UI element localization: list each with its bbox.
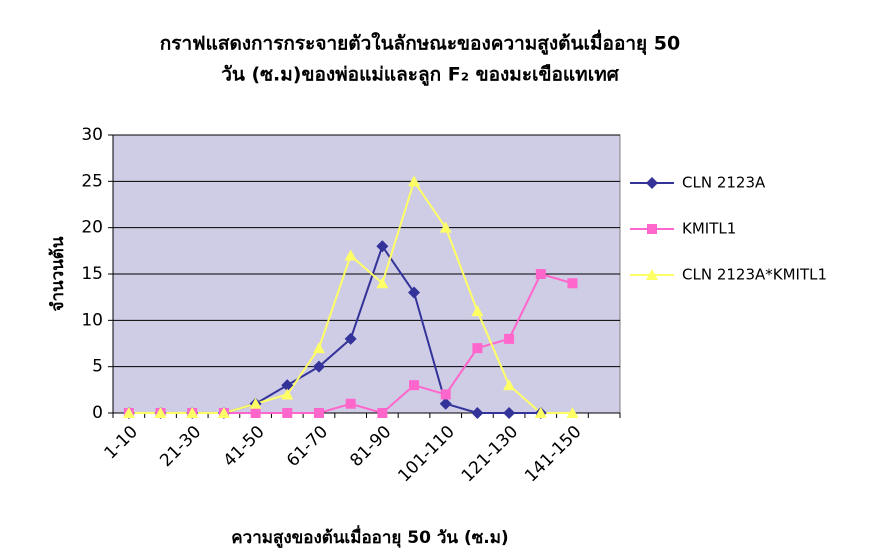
data-point xyxy=(535,269,546,279)
legend-label: CLN 2123A*KMITL1 xyxy=(682,266,827,284)
data-point xyxy=(281,379,294,392)
data-point xyxy=(281,388,294,400)
data-point xyxy=(440,389,451,400)
data-point xyxy=(566,407,579,418)
legend-marker xyxy=(647,224,657,234)
data-point xyxy=(154,407,167,418)
data-point xyxy=(376,277,389,289)
data-point xyxy=(503,407,516,419)
chart-title: วัน (ซ.ม)ของพ่อแม่และลูก F₂ ของมะเขือแทเ… xyxy=(221,64,620,87)
data-point xyxy=(249,397,262,409)
chart-title: กราฟแสดงการกระจายตัวในลักษณะของความสูงต้… xyxy=(160,30,680,56)
data-point xyxy=(439,397,452,410)
legend-label: KMITL1 xyxy=(682,220,736,238)
y-tick-label: 20 xyxy=(81,218,103,238)
data-point xyxy=(312,342,325,354)
data-point xyxy=(471,305,484,317)
data-point xyxy=(377,408,388,418)
data-point xyxy=(471,407,484,419)
data-point xyxy=(504,333,515,344)
data-point xyxy=(376,240,389,253)
legend-marker xyxy=(646,177,658,189)
data-point xyxy=(312,360,325,373)
data-point xyxy=(344,332,357,345)
data-point xyxy=(408,286,421,299)
data-point xyxy=(409,380,420,391)
data-point xyxy=(345,398,356,409)
y-tick-label: 15 xyxy=(81,264,103,284)
data-point xyxy=(567,278,578,289)
y-tick-label: 10 xyxy=(81,310,103,330)
data-point xyxy=(472,343,483,354)
y-tick-label: 30 xyxy=(81,125,103,145)
legend-label: CLN 2123A xyxy=(682,174,766,192)
data-point xyxy=(186,407,199,418)
y-tick-label: 0 xyxy=(92,403,103,423)
data-point xyxy=(122,407,135,418)
y-tick-label: 25 xyxy=(81,171,103,191)
data-point xyxy=(282,408,293,418)
data-point xyxy=(313,408,324,418)
data-point xyxy=(217,407,230,418)
data-point xyxy=(344,249,357,261)
legend-marker xyxy=(646,269,658,280)
x-axis-label: ความสูงของต้นเมื่ออายุ 50 วัน (ซ.ม) xyxy=(231,525,508,549)
data-point xyxy=(250,408,261,418)
data-point xyxy=(534,407,547,418)
y-axis-label: จำนวนต้น xyxy=(48,236,68,311)
data-point xyxy=(408,175,421,187)
data-point xyxy=(503,379,516,391)
data-point xyxy=(439,221,452,233)
y-tick-label: 5 xyxy=(92,357,103,377)
